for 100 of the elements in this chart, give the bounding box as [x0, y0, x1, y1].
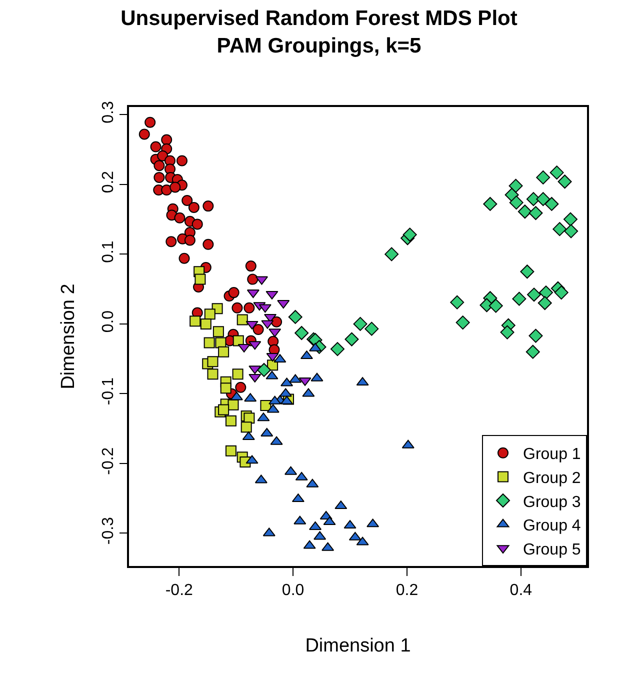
- point: [235, 382, 246, 393]
- point: [225, 445, 236, 456]
- y-tick-label: -0.3: [100, 516, 117, 545]
- point: [500, 325, 514, 340]
- point: [536, 170, 550, 184]
- point: [225, 415, 236, 426]
- point: [245, 260, 256, 272]
- point: [228, 287, 240, 298]
- point: [150, 141, 162, 152]
- point: [538, 296, 552, 310]
- point: [450, 295, 464, 310]
- point: [170, 182, 181, 193]
- point: [161, 184, 172, 196]
- y-tick-label: 0.3: [100, 101, 117, 124]
- point: [182, 194, 193, 206]
- point: [257, 362, 272, 377]
- point: [402, 228, 417, 242]
- point: [240, 422, 252, 433]
- point: [364, 322, 379, 336]
- legend-label: Group 4: [523, 518, 581, 535]
- point: [218, 404, 230, 416]
- point: [563, 212, 578, 226]
- point: [528, 328, 543, 343]
- point: [166, 236, 177, 248]
- point: [552, 222, 567, 236]
- point: [526, 344, 540, 359]
- point: [288, 310, 302, 324]
- y-tick-label: 0.0: [100, 310, 117, 333]
- point: [488, 298, 503, 313]
- point: [207, 356, 218, 368]
- point: [188, 202, 200, 213]
- legend-label: Group 1: [523, 446, 581, 464]
- legend-label: Group 3: [523, 494, 581, 511]
- point: [236, 314, 248, 326]
- point: [294, 326, 309, 340]
- point: [232, 302, 243, 314]
- point: [144, 116, 156, 128]
- point: [138, 128, 150, 140]
- x-tick-label: 0.4: [510, 582, 532, 599]
- point: [554, 286, 568, 300]
- point: [220, 382, 232, 394]
- point: [512, 292, 526, 306]
- chart-title: Unsupervised Random Forest MDS Plot PAM Groupings, k=5: [120, 7, 518, 58]
- point: [174, 212, 186, 224]
- point: [190, 316, 201, 327]
- point: [260, 400, 272, 412]
- point: [520, 264, 534, 279]
- point: [218, 346, 230, 358]
- point: [271, 316, 282, 328]
- point: [509, 196, 524, 210]
- point: [232, 368, 244, 380]
- point: [456, 316, 470, 330]
- point: [212, 326, 224, 338]
- y-tick-label: 0.1: [100, 240, 117, 263]
- point: [564, 224, 578, 238]
- point: [154, 172, 165, 183]
- point: [550, 166, 564, 180]
- point: [178, 252, 190, 264]
- y-tick-label: 0.2: [100, 170, 117, 194]
- point: [176, 155, 188, 166]
- x-axis-title: Dimension 1: [305, 635, 411, 656]
- point: [228, 399, 239, 410]
- point: [504, 188, 519, 202]
- point: [353, 316, 368, 331]
- point: [538, 286, 553, 300]
- point: [536, 192, 550, 206]
- x-tick-label: 0.0: [282, 582, 304, 599]
- x-tick-label: 0.2: [396, 582, 418, 599]
- point: [194, 274, 206, 285]
- point: [526, 192, 540, 206]
- point: [154, 160, 165, 172]
- point: [527, 288, 542, 302]
- point: [344, 332, 359, 346]
- y-axis-title: Dimension 2: [58, 284, 80, 390]
- point: [244, 302, 255, 314]
- point: [544, 196, 559, 211]
- point: [508, 178, 523, 193]
- point: [192, 218, 203, 230]
- point: [247, 274, 258, 285]
- point: [202, 238, 214, 250]
- point: [330, 342, 344, 356]
- point: [558, 174, 572, 189]
- point: [204, 337, 215, 348]
- y-tick-label: -0.2: [100, 447, 117, 475]
- legend-label: Group 5: [523, 541, 581, 558]
- legend-label: Group 2: [523, 470, 581, 487]
- point: [200, 318, 212, 330]
- point: [232, 335, 244, 346]
- point: [384, 247, 399, 262]
- x-tick-label: -0.2: [165, 582, 194, 599]
- point: [202, 200, 214, 212]
- y-tick-label: -0.1: [100, 377, 117, 406]
- point: [483, 196, 498, 211]
- point: [204, 308, 216, 320]
- point: [207, 368, 218, 380]
- point: [184, 234, 196, 246]
- point: [161, 134, 172, 146]
- point: [518, 204, 532, 219]
- point: [252, 324, 264, 336]
- point: [528, 206, 543, 220]
